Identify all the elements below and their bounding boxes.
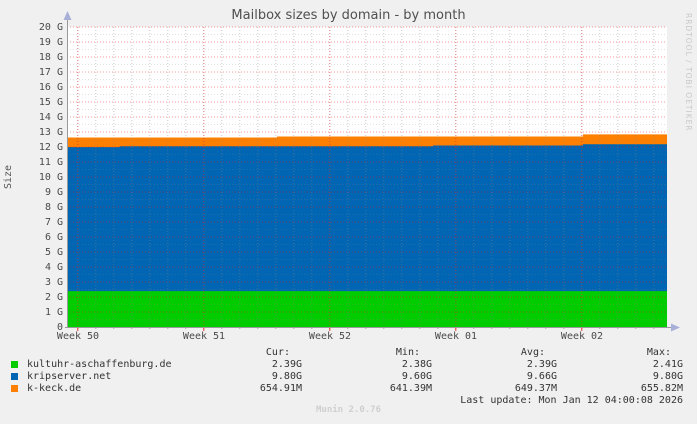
x-tick-label: Week 02: [560, 331, 604, 342]
legend-value: 654.91M: [259, 383, 302, 394]
y-tick-label: 11 G: [38, 157, 63, 168]
legend-value: 649.37M: [514, 383, 557, 394]
x-tick-label: Week 01: [434, 331, 478, 342]
x-tick-label: Week 51: [182, 331, 226, 342]
y-tick-label: 5 G: [44, 247, 63, 258]
legend-column-header: Avg:: [520, 347, 545, 358]
y-tick-label: 6 G: [44, 232, 63, 243]
x-tick-label: Week 50: [56, 331, 100, 342]
y-tick-label: 14 G: [38, 112, 63, 123]
legend-value: 2.41G: [652, 359, 683, 370]
x-tick-label: Week 52: [308, 331, 352, 342]
y-tick-label: 17 G: [38, 67, 63, 78]
y-tick-label: 20 G: [38, 22, 63, 33]
y-tick-label: 0: [56, 322, 63, 333]
legend-value: 9.80G: [271, 371, 302, 382]
legend-value: 9.60G: [401, 371, 432, 382]
chart-title: Mailbox sizes by domain - by month: [231, 8, 466, 23]
legend-series-label: kripserver.net: [27, 371, 112, 382]
legend-series-label: kultuhr-aschaffenburg.de: [27, 359, 172, 370]
y-tick-label: 2 G: [44, 292, 63, 303]
y-tick-label: 13 G: [38, 127, 63, 138]
legend-column-header: Max:: [646, 347, 671, 358]
legend-series-label: k-keck.de: [27, 383, 82, 394]
legend-swatch-icon: [11, 385, 18, 392]
y-tick-label: 1 G: [44, 307, 63, 318]
legend-value: 9.80G: [652, 371, 683, 382]
legend-value: 2.39G: [526, 359, 557, 370]
x-axis-arrow-icon: [671, 323, 680, 332]
last-update: Last update: Mon Jan 12 04:00:08 2026: [460, 395, 683, 406]
y-tick-label: 8 G: [44, 202, 63, 213]
legend-value: 2.38G: [401, 359, 432, 370]
y-axis-arrow-icon: [63, 11, 72, 20]
legend-value: 2.39G: [271, 359, 302, 370]
area-kripserver.net: [67, 144, 667, 327]
y-tick-label: 18 G: [38, 52, 63, 63]
y-tick-label: 4 G: [44, 262, 63, 273]
legend-value: 9.66G: [526, 371, 557, 382]
legend-swatch-icon: [11, 373, 18, 380]
legend-value: 641.39M: [389, 383, 432, 394]
plot-area: [63, 11, 680, 332]
legend-column-header: Cur:: [265, 347, 290, 358]
y-tick-label: 12 G: [38, 142, 63, 153]
legend-swatch-icon: [11, 361, 18, 368]
area-kultuhr-aschaffenburg.de: [67, 291, 667, 327]
y-tick-label: 7 G: [44, 217, 63, 228]
y-tick-label: 19 G: [38, 37, 63, 48]
legend-value: 655.82M: [640, 383, 683, 394]
rrdtool-watermark: RRDTOOL / TOBI OETIKER: [684, 13, 693, 132]
y-tick-label: 9 G: [44, 187, 63, 198]
y-tick-label: 15 G: [38, 97, 63, 108]
munin-version: Munin 2.0.76: [315, 405, 382, 415]
y-tick-label: 16 G: [38, 82, 63, 93]
y-tick-label: 3 G: [44, 277, 63, 288]
y-tick-label: 10 G: [38, 172, 63, 183]
legend-column-header: Min:: [395, 347, 420, 358]
